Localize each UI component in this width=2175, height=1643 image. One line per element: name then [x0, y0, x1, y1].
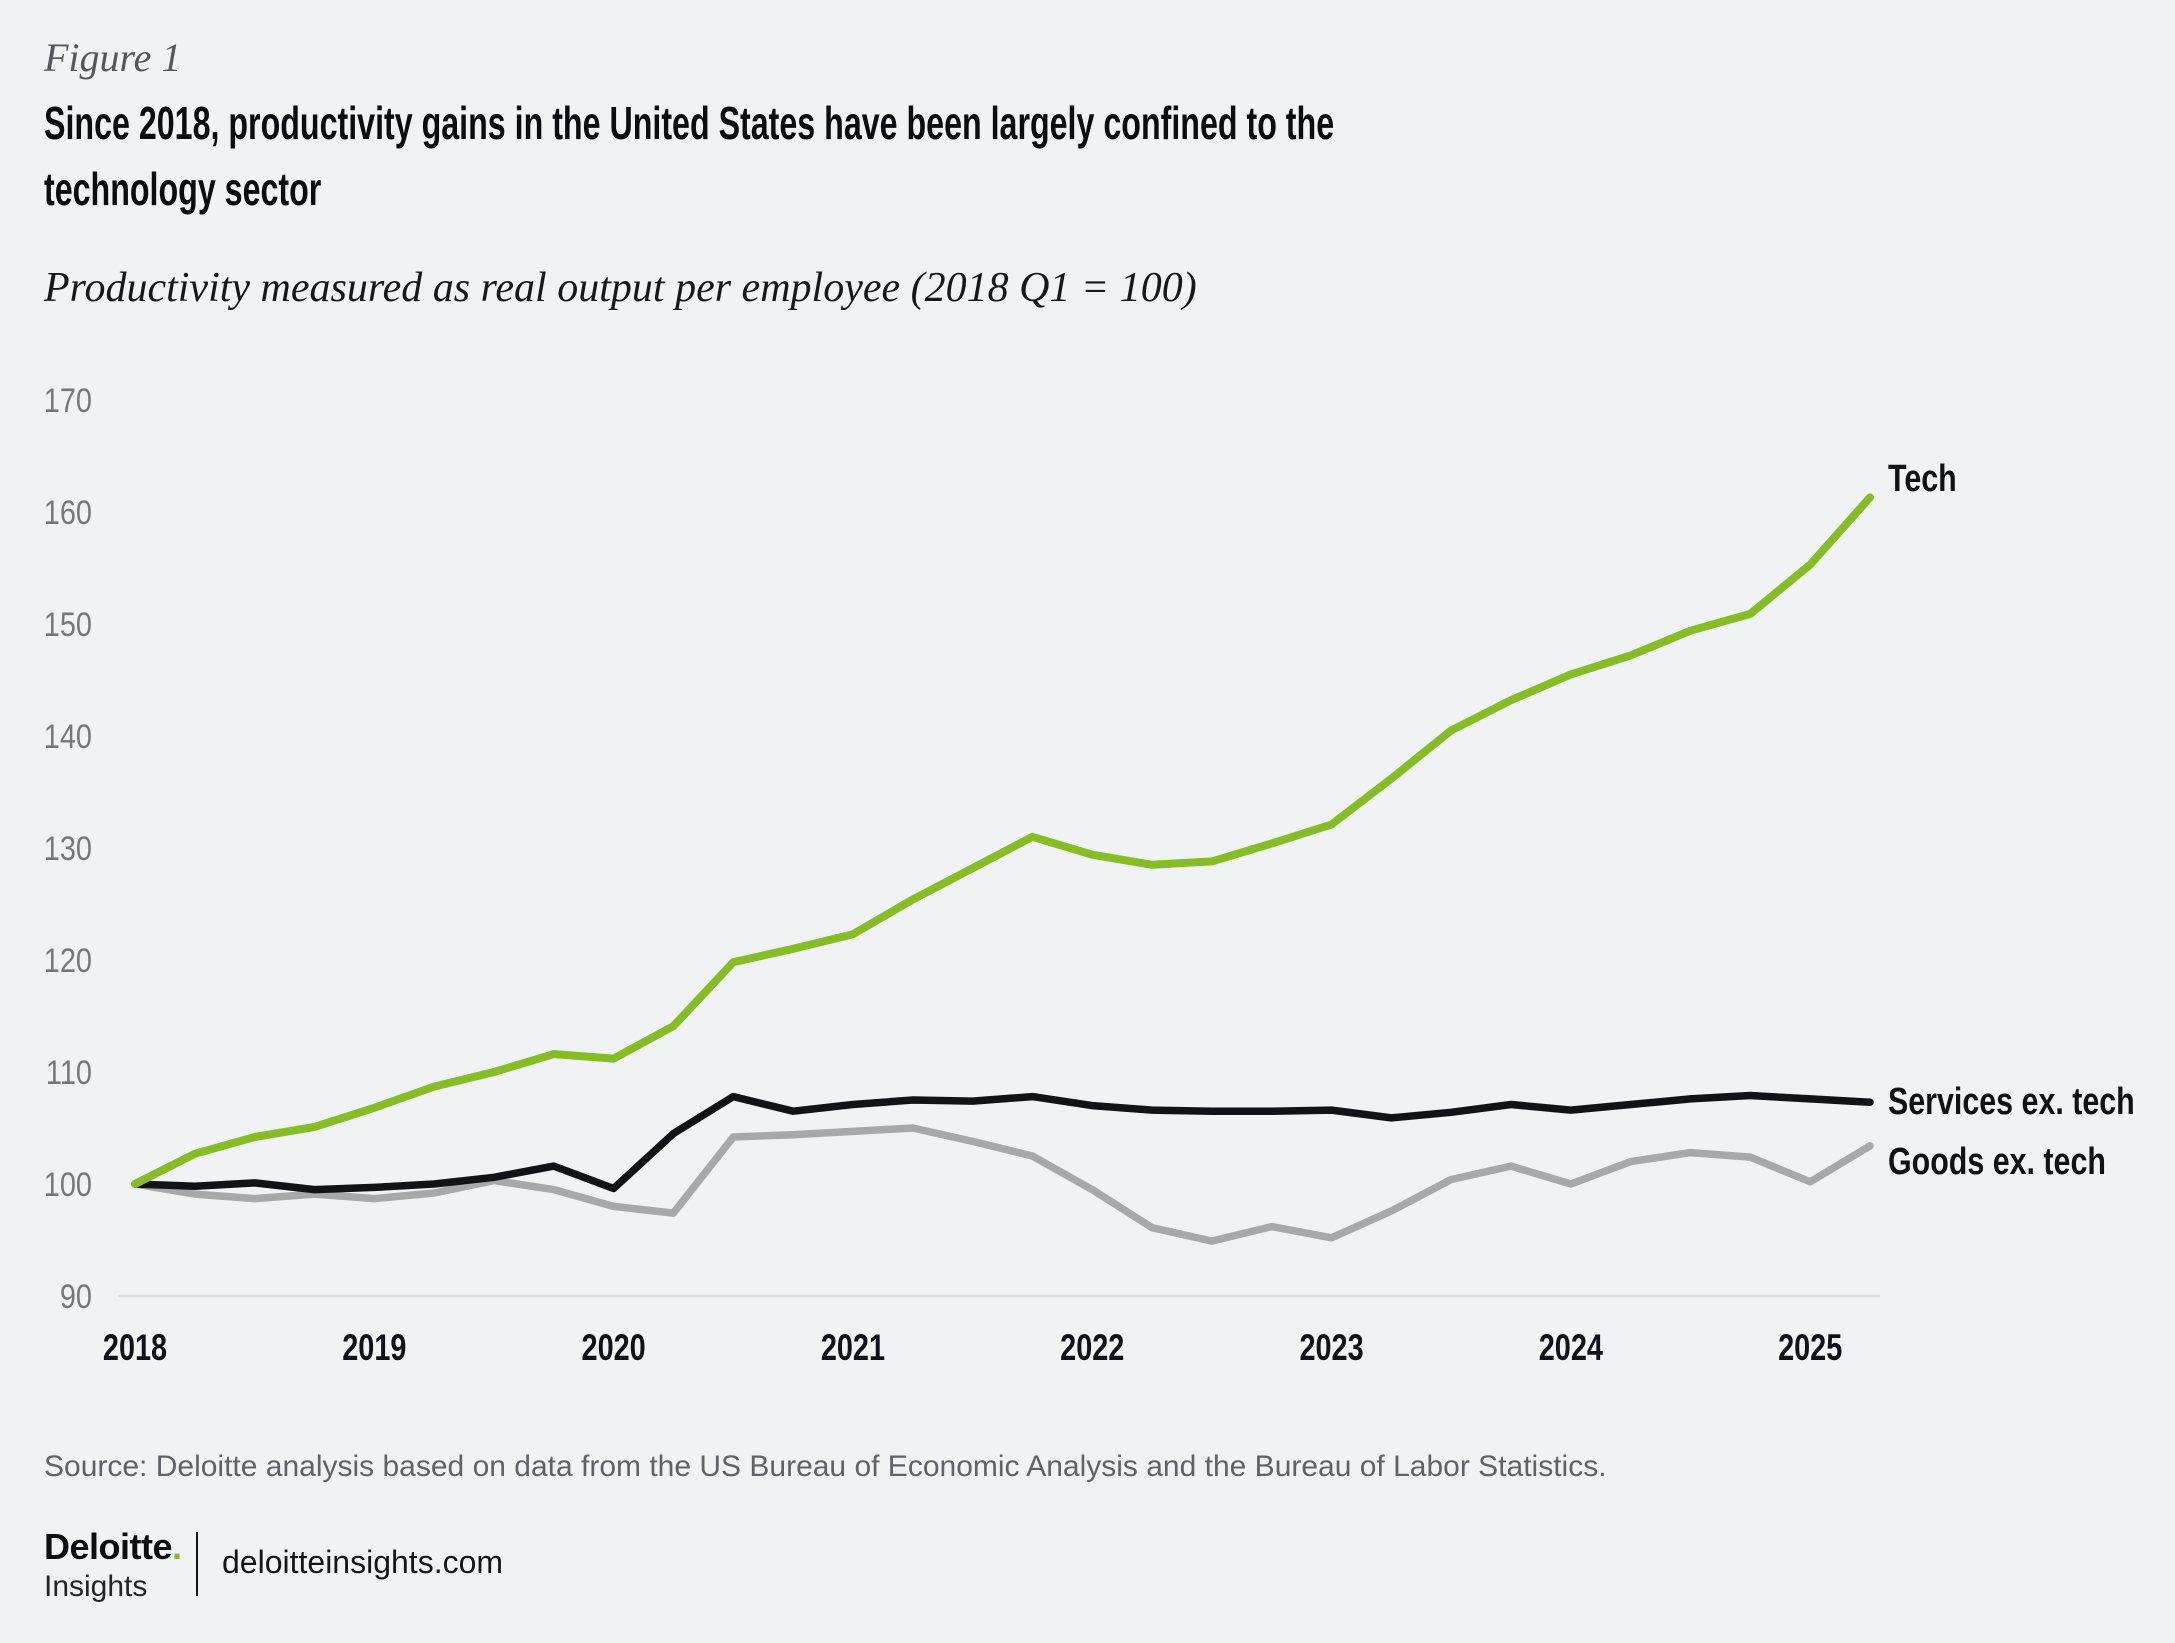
- y-tick-label: 110: [46, 1053, 92, 1092]
- deloitte-logo-text: Deloitte: [44, 1526, 173, 1567]
- deloitte-insights-text: Insights: [44, 1570, 148, 1603]
- deloitte-logo: Deloitte.: [44, 1528, 182, 1566]
- x-tick-label: 2023: [1299, 1328, 1363, 1369]
- x-tick-label: 2024: [1539, 1328, 1604, 1369]
- page-title-line-1: Since 2018, productivity gains in the Un…: [44, 97, 1335, 149]
- source-note: Source: Deloitte analysis based on data …: [44, 1450, 1607, 1483]
- x-tick-label: 2025: [1778, 1328, 1842, 1369]
- y-tick-label: 90: [60, 1277, 92, 1316]
- x-tick-label: 2021: [821, 1328, 885, 1369]
- chart-subtitle: Productivity measured as real output per…: [44, 265, 1197, 311]
- y-tick-label: 170: [44, 381, 92, 420]
- x-tick-label: 2018: [103, 1328, 167, 1369]
- series-label-services: Services ex. tech: [1888, 1081, 2135, 1124]
- footer-url: deloitteinsights.com: [222, 1544, 504, 1580]
- footer-brand-block: Deloitte. Insights deloitteinsights.com: [44, 1528, 503, 1604]
- series-line-goods-ex-tech: [131, 1124, 1874, 1245]
- series-label-tech: Tech: [1888, 458, 1957, 501]
- figure-label: Figure 1: [44, 35, 182, 80]
- y-tick-label: 130: [44, 829, 92, 868]
- series-line-services-ex-tech: [131, 1091, 1874, 1194]
- x-tick-label: 2020: [582, 1328, 646, 1369]
- x-tick-label: 2019: [342, 1328, 406, 1369]
- series-label-goods: Goods ex. tech: [1888, 1140, 2106, 1183]
- y-tick-label: 140: [44, 717, 92, 756]
- page-title-line-2: technology sector: [44, 163, 322, 215]
- page-title: Since 2018, productivity gains in the Un…: [44, 90, 1334, 222]
- y-tick-label: 160: [44, 493, 92, 532]
- y-tick-label: 120: [44, 941, 92, 980]
- y-tick-label: 150: [44, 605, 92, 644]
- y-tick-label: 100: [44, 1165, 92, 1204]
- deloitte-logo-green-dot: .: [172, 1526, 182, 1567]
- series-line-tech: [131, 493, 1874, 1188]
- x-tick-label: 2022: [1060, 1328, 1124, 1369]
- footer-divider: [196, 1532, 198, 1596]
